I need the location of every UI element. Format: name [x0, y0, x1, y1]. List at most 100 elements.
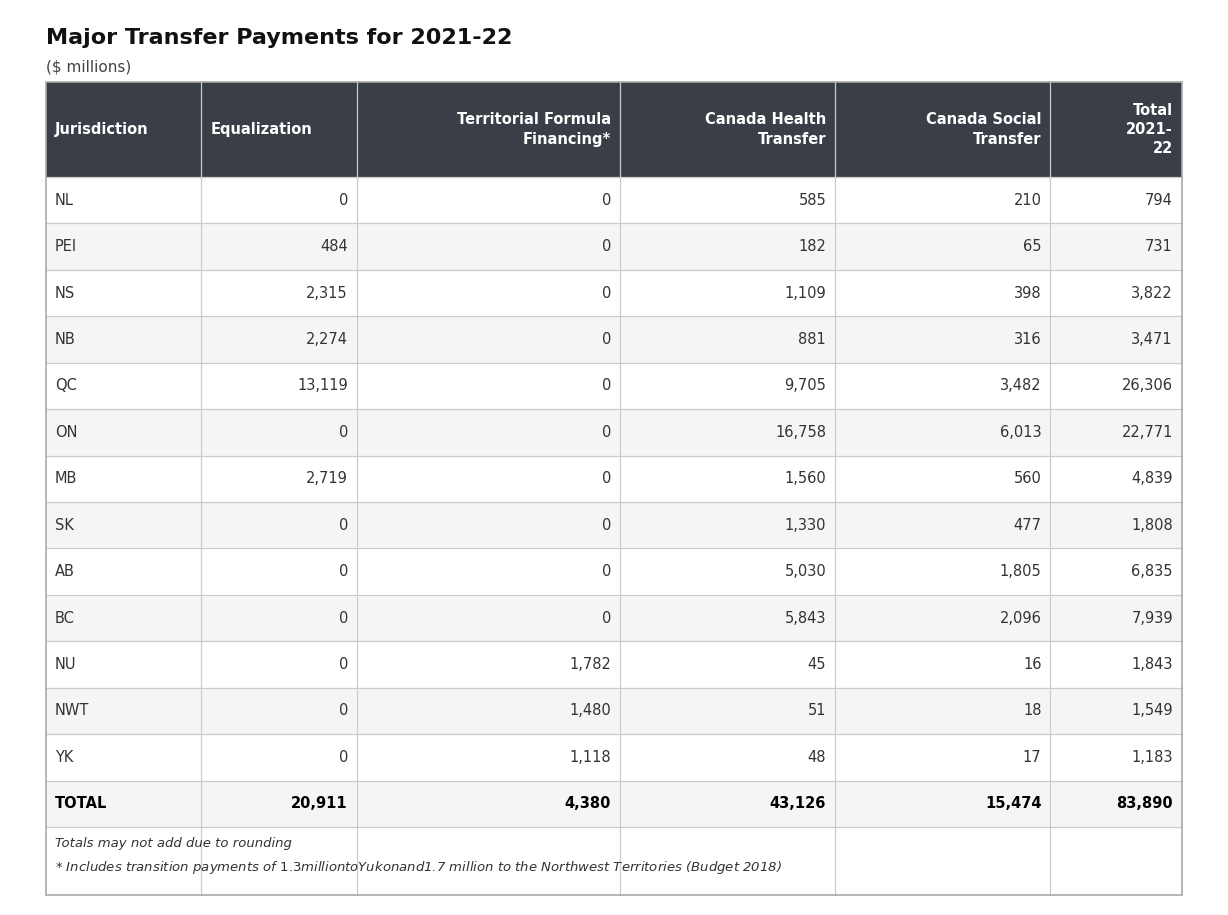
- Text: NL: NL: [55, 193, 74, 208]
- Text: 20,911: 20,911: [291, 796, 348, 812]
- Text: 0: 0: [602, 379, 612, 393]
- Bar: [45, 223, 1183, 270]
- Text: 1,549: 1,549: [1131, 704, 1173, 718]
- Text: 1,118: 1,118: [570, 750, 612, 765]
- Text: MB: MB: [55, 471, 77, 486]
- Text: Territorial Formula
Financing*: Territorial Formula Financing*: [457, 113, 612, 146]
- Text: 26,306: 26,306: [1122, 379, 1173, 393]
- Text: Canada Social
Transfer: Canada Social Transfer: [926, 113, 1041, 146]
- Text: 2,315: 2,315: [306, 285, 348, 300]
- Text: 1,109: 1,109: [785, 285, 826, 300]
- Bar: [45, 409, 1183, 456]
- Text: 0: 0: [602, 193, 612, 208]
- Bar: [45, 734, 1183, 780]
- Text: Canada Health
Transfer: Canada Health Transfer: [705, 113, 826, 146]
- Text: 17: 17: [1023, 750, 1041, 765]
- Text: 585: 585: [798, 193, 826, 208]
- Text: 1,843: 1,843: [1131, 657, 1173, 672]
- Text: 477: 477: [1013, 518, 1041, 533]
- Text: 48: 48: [808, 750, 826, 765]
- Text: 16,758: 16,758: [775, 425, 826, 440]
- Text: NS: NS: [55, 285, 75, 300]
- Text: 0: 0: [602, 425, 612, 440]
- Text: NB: NB: [55, 332, 76, 347]
- Text: 0: 0: [339, 193, 348, 208]
- Text: 0: 0: [602, 285, 612, 300]
- Text: 18: 18: [1023, 704, 1041, 718]
- Text: 22,771: 22,771: [1121, 425, 1173, 440]
- Text: TOTAL: TOTAL: [55, 796, 107, 812]
- Text: 0: 0: [339, 565, 348, 579]
- Text: 182: 182: [798, 239, 826, 254]
- Bar: [45, 82, 1183, 177]
- Text: Major Transfer Payments for 2021-22: Major Transfer Payments for 2021-22: [45, 28, 512, 48]
- Text: 4,380: 4,380: [565, 796, 612, 812]
- Bar: [45, 456, 1183, 502]
- Bar: [45, 502, 1183, 548]
- Text: 316: 316: [1014, 332, 1041, 347]
- Text: 0: 0: [602, 332, 612, 347]
- Text: 0: 0: [339, 518, 348, 533]
- Text: 45: 45: [808, 657, 826, 672]
- Text: Equalization: Equalization: [210, 122, 312, 137]
- Text: ON: ON: [55, 425, 77, 440]
- Text: 5,843: 5,843: [785, 610, 826, 626]
- Text: 0: 0: [339, 657, 348, 672]
- Text: 1,480: 1,480: [570, 704, 612, 718]
- Text: PEI: PEI: [55, 239, 77, 254]
- Text: Jurisdiction: Jurisdiction: [55, 122, 149, 137]
- Bar: [45, 780, 1183, 827]
- Bar: [45, 270, 1183, 317]
- Bar: [45, 317, 1183, 362]
- Bar: [45, 827, 1183, 895]
- Text: 1,782: 1,782: [569, 657, 612, 672]
- Text: 16: 16: [1023, 657, 1041, 672]
- Bar: [45, 177, 1183, 223]
- Text: BC: BC: [55, 610, 75, 626]
- Text: 731: 731: [1146, 239, 1173, 254]
- Text: 5,030: 5,030: [785, 565, 826, 579]
- Text: 1,330: 1,330: [785, 518, 826, 533]
- Text: AB: AB: [55, 565, 75, 579]
- Text: NU: NU: [55, 657, 76, 672]
- Text: 0: 0: [602, 610, 612, 626]
- Text: 0: 0: [602, 518, 612, 533]
- Text: 2,274: 2,274: [306, 332, 348, 347]
- Bar: [45, 641, 1183, 688]
- Text: 6,013: 6,013: [1000, 425, 1041, 440]
- Text: 0: 0: [602, 471, 612, 486]
- Text: Totals may not add due to rounding: Totals may not add due to rounding: [55, 837, 292, 850]
- Text: 9,705: 9,705: [785, 379, 826, 393]
- Text: 0: 0: [602, 239, 612, 254]
- Text: 1,183: 1,183: [1131, 750, 1173, 765]
- Text: 881: 881: [798, 332, 826, 347]
- Text: 83,890: 83,890: [1116, 796, 1173, 812]
- Bar: [45, 595, 1183, 641]
- Text: ($ millions): ($ millions): [45, 60, 131, 75]
- Text: 1,805: 1,805: [1000, 565, 1041, 579]
- Text: 210: 210: [1013, 193, 1041, 208]
- Text: 4,839: 4,839: [1131, 471, 1173, 486]
- Text: 0: 0: [339, 425, 348, 440]
- Text: 6,835: 6,835: [1131, 565, 1173, 579]
- Text: 794: 794: [1146, 193, 1173, 208]
- Text: * Includes transition payments of $1.3 million to Yukon and $1.7 million to the : * Includes transition payments of $1.3 m…: [55, 859, 782, 876]
- Bar: [45, 688, 1183, 734]
- Bar: [45, 362, 1183, 409]
- Text: 0: 0: [602, 565, 612, 579]
- Text: 0: 0: [339, 704, 348, 718]
- Text: SK: SK: [55, 518, 74, 533]
- Text: 13,119: 13,119: [297, 379, 348, 393]
- Bar: [45, 82, 1183, 895]
- Text: 43,126: 43,126: [770, 796, 826, 812]
- Text: 0: 0: [339, 610, 348, 626]
- Text: 7,939: 7,939: [1131, 610, 1173, 626]
- Text: YK: YK: [55, 750, 74, 765]
- Text: 3,822: 3,822: [1131, 285, 1173, 300]
- Text: 398: 398: [1014, 285, 1041, 300]
- Text: 51: 51: [808, 704, 826, 718]
- Text: QC: QC: [55, 379, 77, 393]
- Text: 484: 484: [321, 239, 348, 254]
- Text: 0: 0: [339, 750, 348, 765]
- Text: 65: 65: [1023, 239, 1041, 254]
